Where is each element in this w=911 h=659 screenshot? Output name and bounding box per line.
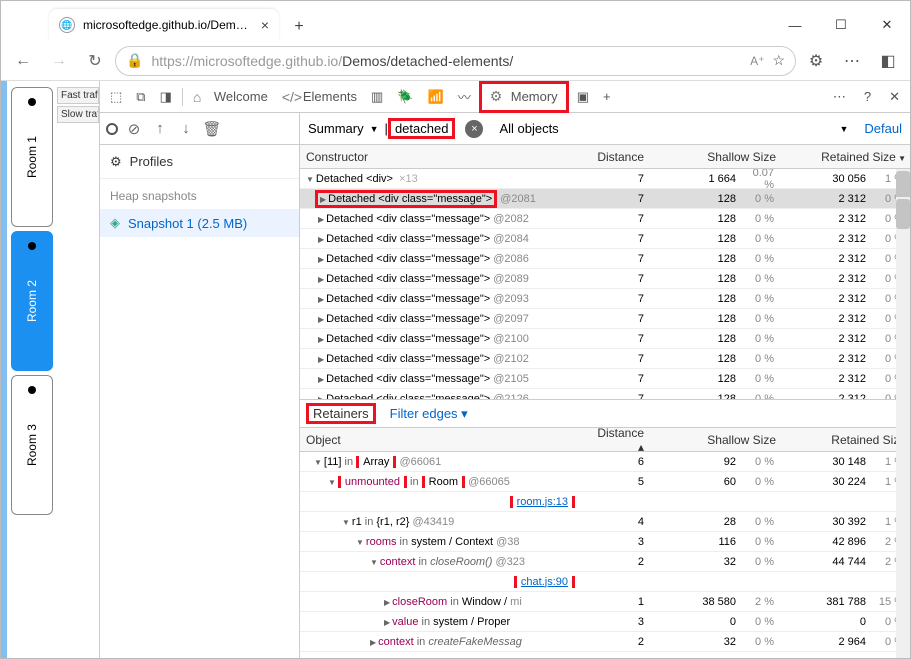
page-rooms-sidebar: Room 1 Room 2 Room 3: [7, 81, 57, 658]
sliders-icon: ⚙: [110, 154, 122, 170]
retainer-row[interactable]: context in closeRoom() @323 2320 % 44 74…: [300, 552, 910, 572]
ret-col-distance[interactable]: Distance ▴: [595, 426, 650, 454]
devtools-tabstrip: ⬚ ⧉ ◨ ⌂Welcome </>Elements ▥ 🪲 📶 〰 ⚙Memo…: [100, 81, 910, 113]
menu-icon[interactable]: ⋯: [836, 45, 868, 77]
tab-title: microsoftedge.github.io/Demos/c: [83, 18, 253, 32]
refresh-button[interactable]: ↻: [79, 45, 111, 77]
help-icon[interactable]: ?: [858, 81, 877, 113]
col-retained[interactable]: Retained Size: [780, 150, 910, 164]
devtools-panel: ⬚ ⧉ ◨ ⌂Welcome </>Elements ▥ 🪲 📶 〰 ⚙Memo…: [99, 81, 910, 658]
more-icon[interactable]: ⋯: [827, 81, 852, 113]
lock-icon: 🔒: [126, 52, 143, 69]
more-tabs-icon[interactable]: ▣: [571, 81, 595, 113]
add-tab-icon[interactable]: +: [597, 81, 617, 113]
snapshot-icon: ◈: [110, 215, 120, 231]
bug-icon[interactable]: 🪲: [391, 81, 419, 113]
col-distance[interactable]: Distance: [595, 150, 650, 164]
ret-col-retained[interactable]: Retained Size: [780, 433, 910, 447]
address-bar: ← → ↻ 🔒 https://microsoftedge.github.io/…: [1, 41, 910, 81]
dock-icon[interactable]: ◨: [154, 81, 178, 113]
table-row[interactable]: Detached <div class="message"> @2126 712…: [300, 389, 910, 399]
profiles-sidebar: ⚙Profiles Heap snapshots ◈Snapshot 1 (2.…: [100, 145, 300, 658]
devtools-close-icon[interactable]: ✕: [883, 81, 906, 113]
elements-tab[interactable]: </>Elements: [276, 81, 363, 113]
fast-traffic-button[interactable]: Fast traffic: [57, 87, 99, 104]
filter-edges[interactable]: Filter edges ▾: [390, 406, 468, 422]
tab-close-icon[interactable]: ×: [261, 17, 269, 33]
url-field[interactable]: 🔒 https://microsoftedge.github.io/Demos/…: [115, 46, 796, 76]
export-icon[interactable]: ↑: [150, 120, 170, 137]
browser-tab[interactable]: 🌐 microsoftedge.github.io/Demos/c ×: [49, 9, 279, 41]
table-row[interactable]: Detached <div class="message"> @2086 712…: [300, 249, 910, 269]
table-row[interactable]: Detached <div class="message"> @2102 712…: [300, 349, 910, 369]
page-main: Fast traffic Slow traffic: [57, 81, 99, 658]
ret-col-shallow[interactable]: Shallow Size: [650, 433, 780, 447]
new-tab-button[interactable]: +: [285, 13, 313, 41]
filter-input[interactable]: |detached: [385, 118, 456, 139]
retainer-row[interactable]: rooms in system / Context @38 31160 % 42…: [300, 532, 910, 552]
retainer-link-row[interactable]: room.js:13: [300, 492, 910, 512]
clear-filter-icon[interactable]: ×: [465, 120, 483, 138]
table-row[interactable]: Detached <div class="message"> @2097 712…: [300, 309, 910, 329]
room-1-button[interactable]: Room 1: [11, 87, 53, 227]
heap-snapshots-label: Heap snapshots: [100, 179, 299, 209]
retainers-scrollbar[interactable]: [896, 197, 910, 658]
forward-button[interactable]: →: [43, 45, 75, 77]
retainers-tab[interactable]: Retainers: [306, 403, 376, 424]
table-row[interactable]: Detached <div class="message"> @2105 712…: [300, 369, 910, 389]
retainer-link-row[interactable]: chat.js:90: [300, 572, 910, 592]
favorite-icon[interactable]: ☆: [772, 52, 785, 69]
table-row[interactable]: Detached <div class="message"> @2081 712…: [300, 189, 910, 209]
reader-icon[interactable]: A⁺: [750, 54, 764, 68]
performance-icon[interactable]: 〰: [452, 81, 477, 113]
maximize-button[interactable]: ☐: [818, 9, 864, 41]
device-icon[interactable]: ⧉: [130, 81, 151, 113]
retainer-row[interactable]: unmounted in Room @66065 5600 % 30 2241 …: [300, 472, 910, 492]
sidebar-icon[interactable]: ◧: [872, 45, 904, 77]
all-objects-select[interactable]: All objects: [499, 121, 833, 136]
table-row[interactable]: Detached <div class="message"> @2082 712…: [300, 209, 910, 229]
close-button[interactable]: ✕: [864, 9, 910, 41]
col-constructor[interactable]: Constructor: [300, 150, 595, 164]
record-icon[interactable]: [106, 123, 118, 135]
profiles-header: ⚙Profiles: [100, 145, 299, 179]
minimize-button[interactable]: ―: [772, 9, 818, 41]
table-row[interactable]: Detached <div class="message"> @2084 712…: [300, 229, 910, 249]
retainer-row[interactable]: [11] in Array @66061 6920 % 30 1481 %: [300, 452, 910, 472]
room-3-button[interactable]: Room 3: [11, 375, 53, 515]
retainer-row[interactable]: r1 in {r1, r2} @43419 4280 % 30 3921 %: [300, 512, 910, 532]
memory-tab[interactable]: ⚙Memory: [479, 81, 569, 113]
inspect-icon[interactable]: ⬚: [104, 81, 128, 113]
titlebar: 🌐 microsoftedge.github.io/Demos/c × + ― …: [1, 1, 910, 41]
slow-traffic-button[interactable]: Slow traffic: [57, 106, 99, 123]
ret-col-object[interactable]: Object: [300, 433, 595, 447]
retainer-row[interactable]: closeRoom in Window / mi 138 5802 % 381 …: [300, 592, 910, 612]
network-icon[interactable]: 📶: [422, 81, 450, 113]
memory-toolbar: ⊘ ↑ ↓ 🗑 Summary ▼ |detached × All object…: [100, 113, 910, 145]
window-controls: ― ☐ ✕: [772, 9, 910, 41]
snapshot-item[interactable]: ◈Snapshot 1 (2.5 MB): [100, 209, 299, 237]
retainers-panel: Retainers Filter edges ▾ Object Distance…: [300, 399, 910, 658]
url-text: https://microsoftedge.github.io/Demos/de…: [151, 53, 742, 69]
table-row[interactable]: Detached <div class="message"> @2093 712…: [300, 289, 910, 309]
constructor-table: Constructor Distance Shallow Size Retain…: [300, 145, 910, 658]
welcome-tab[interactable]: ⌂Welcome: [187, 81, 274, 113]
retainer-row[interactable]: context in createFakeMessag 2320 % 2 964…: [300, 632, 910, 652]
clear-icon[interactable]: ⊘: [124, 120, 144, 138]
settings-icon[interactable]: ⚙: [800, 45, 832, 77]
col-shallow[interactable]: Shallow Size: [650, 150, 780, 164]
app-icon[interactable]: ▥: [365, 81, 389, 113]
back-button[interactable]: ←: [7, 45, 39, 77]
room-2-button[interactable]: Room 2: [11, 231, 53, 371]
retainer-row[interactable]: value in system / Proper 300 % 00 %: [300, 612, 910, 632]
table-row[interactable]: Detached <div class="message"> @2089 712…: [300, 269, 910, 289]
table-row[interactable]: Detached <div class="message"> @2100 712…: [300, 329, 910, 349]
globe-icon: 🌐: [59, 17, 75, 33]
default-link[interactable]: Defaul: [864, 121, 902, 136]
delete-icon[interactable]: 🗑: [202, 120, 222, 138]
import-icon[interactable]: ↓: [176, 120, 196, 137]
group-row[interactable]: Detached <div> ×13 71 6640.07 % 30 0561 …: [300, 169, 910, 189]
view-summary-select[interactable]: Summary ▼: [308, 121, 379, 136]
